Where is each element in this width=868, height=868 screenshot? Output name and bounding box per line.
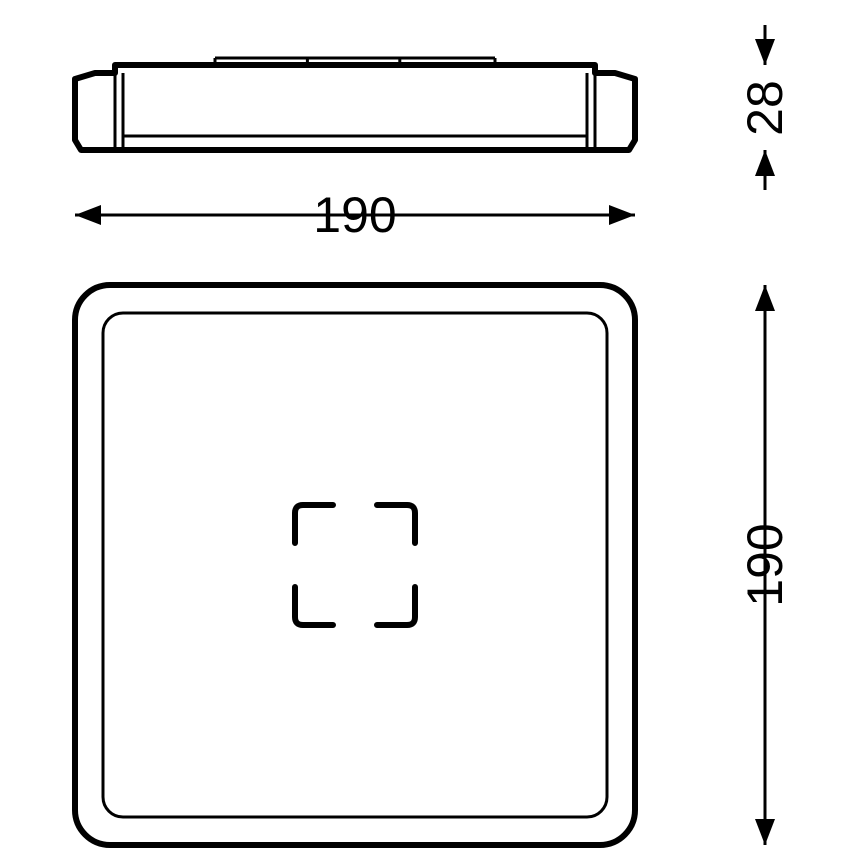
center-mark-icon <box>377 505 415 543</box>
center-mark-icon <box>377 587 415 625</box>
technical-drawing: 190 190 28 <box>0 0 868 868</box>
center-mark-icon <box>295 587 333 625</box>
center-mark-icon <box>295 505 333 543</box>
dimension-depth-label: 28 <box>737 80 793 136</box>
dimension-height-label: 190 <box>737 523 793 606</box>
front-view <box>75 285 635 845</box>
side-view <box>75 58 635 150</box>
dimension-width-label: 190 <box>313 187 396 243</box>
